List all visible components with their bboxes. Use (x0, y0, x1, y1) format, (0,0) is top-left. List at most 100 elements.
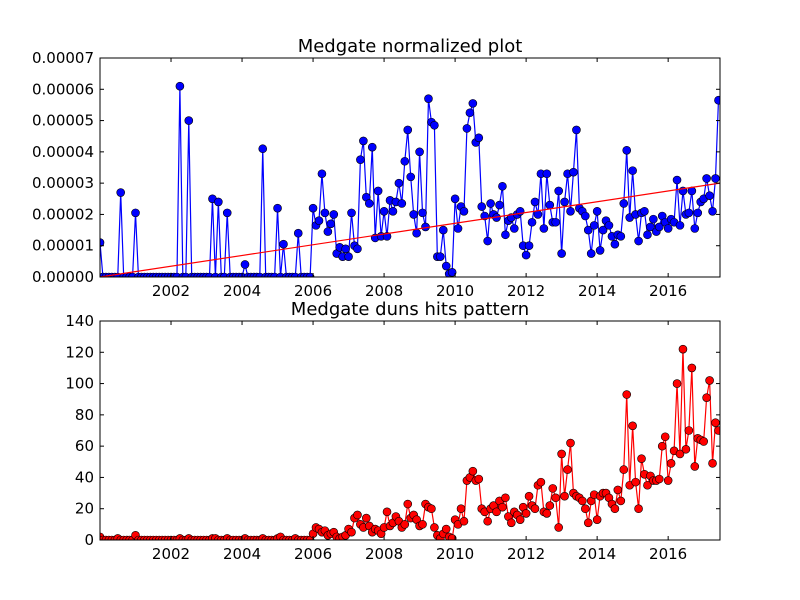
point (616, 496, 626, 506)
y-tick-label: 0.00003 (32, 174, 94, 192)
point (551, 493, 560, 503)
point (323, 227, 333, 236)
x-tick-label: 2004 (223, 282, 261, 300)
x-tick-label: 2010 (436, 545, 474, 563)
point (687, 363, 697, 373)
point (548, 484, 558, 493)
point (486, 199, 495, 208)
point (566, 207, 575, 216)
point (498, 502, 507, 512)
point (678, 344, 688, 354)
point (684, 208, 694, 218)
point (610, 239, 620, 249)
point (524, 241, 534, 251)
point (666, 459, 676, 468)
point (560, 491, 569, 501)
point (367, 142, 377, 152)
point (595, 246, 605, 255)
point (592, 515, 602, 524)
point (563, 465, 572, 474)
point (509, 224, 519, 233)
point (554, 186, 563, 196)
point (702, 174, 711, 183)
chart-title: Medgate duns hits pattern (291, 299, 529, 320)
point (521, 250, 531, 260)
x-tick-label: 2006 (294, 282, 332, 300)
axes-frame (99, 320, 721, 541)
point (314, 216, 324, 225)
point (468, 99, 478, 108)
point (353, 510, 362, 520)
y-tick-label: 140 (65, 312, 94, 330)
point (557, 449, 566, 459)
point (447, 268, 457, 277)
point (551, 217, 560, 227)
point (524, 491, 534, 501)
point (347, 527, 356, 537)
point (441, 261, 451, 271)
point (131, 208, 140, 218)
point (675, 449, 685, 459)
point (714, 95, 720, 105)
x-tick-label: 2002 (152, 545, 190, 563)
point (353, 244, 362, 254)
point (317, 169, 327, 179)
point (116, 188, 126, 197)
point (654, 474, 664, 484)
y-tick-label: 100 (65, 375, 94, 393)
point (468, 466, 478, 476)
point (320, 208, 330, 218)
point (450, 194, 460, 204)
point (492, 507, 501, 517)
point (459, 207, 469, 216)
point (560, 197, 569, 207)
point (530, 197, 540, 207)
point (672, 175, 682, 185)
point (654, 222, 664, 232)
point (364, 199, 374, 208)
point (474, 474, 484, 484)
y-tick-label: 0.00001 (32, 237, 94, 255)
point (356, 155, 365, 164)
point (539, 224, 549, 233)
point (293, 228, 303, 238)
y-tick-label: 80 (75, 406, 94, 424)
point (619, 199, 629, 208)
point (453, 224, 463, 233)
point (622, 145, 632, 155)
point (175, 81, 185, 91)
point (394, 178, 404, 188)
point (631, 477, 640, 487)
point (711, 174, 720, 183)
point (501, 493, 510, 503)
point (406, 172, 416, 182)
point (521, 509, 531, 518)
point (672, 379, 682, 388)
point (613, 485, 623, 495)
x-tick-label: 2012 (507, 282, 545, 300)
point (222, 208, 232, 218)
point (681, 444, 691, 454)
y-tick-label: 0.00006 (32, 80, 94, 98)
point (542, 169, 552, 179)
y-tick-label: 20 (75, 500, 94, 518)
x-tick-label: 2014 (578, 282, 616, 300)
point (581, 504, 590, 514)
y-tick-label: 0.00000 (32, 268, 94, 286)
x-tick-label: 2008 (365, 282, 403, 300)
point (708, 459, 717, 468)
point (427, 504, 436, 514)
x-tick-label: 2006 (294, 545, 332, 563)
point (184, 116, 194, 125)
point (100, 238, 105, 247)
point (554, 523, 563, 532)
point (583, 518, 593, 528)
point (589, 221, 599, 230)
point (483, 236, 492, 246)
point (362, 513, 371, 523)
point (279, 239, 288, 249)
x-tick-label: 2010 (436, 282, 474, 300)
point (637, 454, 646, 463)
